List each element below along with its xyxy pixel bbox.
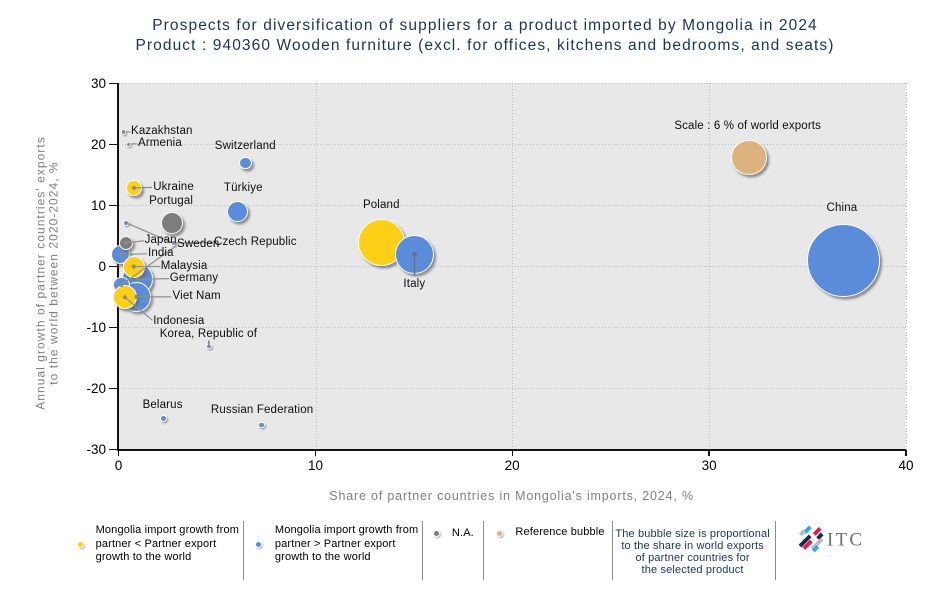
svg-text:ITC: ITC — [827, 530, 864, 551]
